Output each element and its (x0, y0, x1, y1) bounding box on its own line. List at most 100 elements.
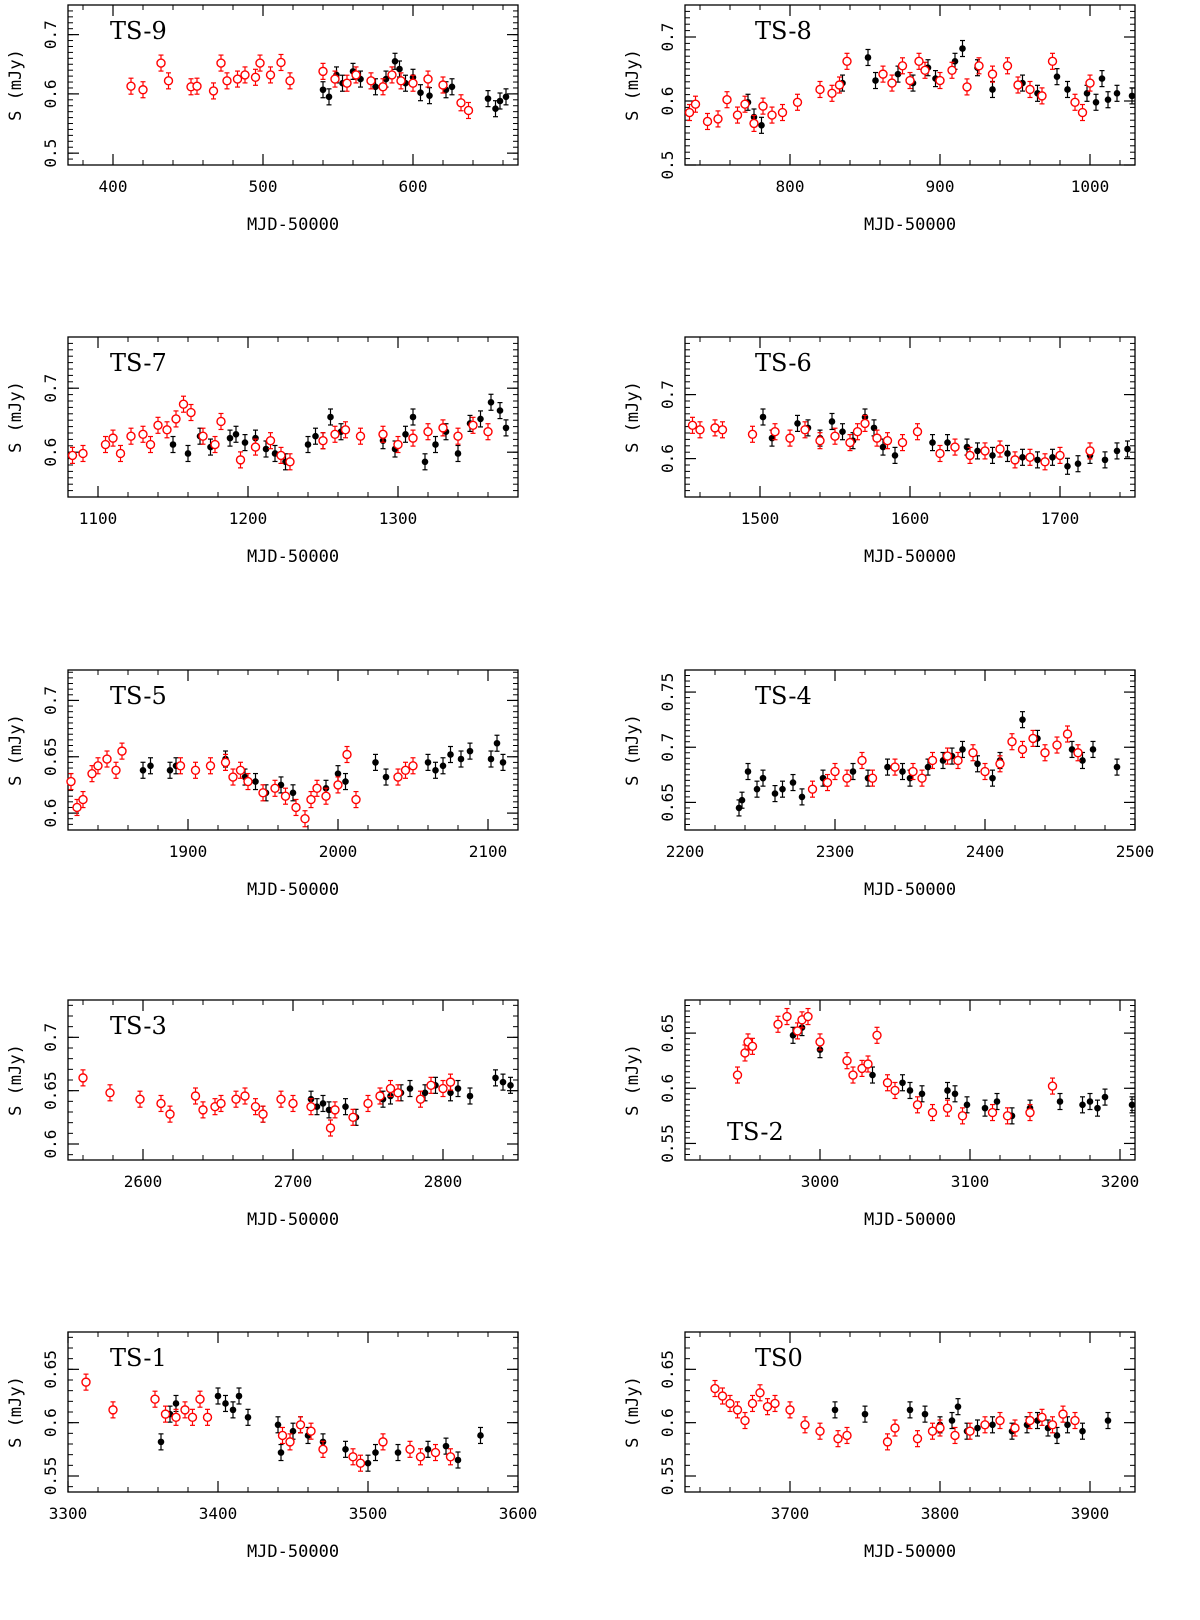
open-circle-marker (423, 427, 433, 437)
red-data-point (857, 751, 867, 770)
red-data-point (822, 773, 833, 792)
filled-circle-marker (1019, 716, 1026, 723)
open-circle-marker (250, 72, 261, 82)
y-axis-label: S (mJy) (623, 381, 643, 453)
filled-circle-marker (1104, 1417, 1112, 1424)
filled-circle-marker (1053, 1432, 1061, 1439)
red-data-point (363, 1094, 373, 1113)
black-data-point (507, 1076, 514, 1094)
filled-circle-marker (447, 751, 454, 758)
open-circle-marker (987, 69, 998, 79)
filled-circle-marker (899, 768, 906, 775)
open-circle-marker (285, 457, 295, 467)
black-data-point (327, 408, 334, 426)
open-circle-marker (1025, 452, 1035, 463)
open-circle-marker (318, 66, 328, 77)
black-data-point (753, 780, 761, 798)
x-tick-label: 2700 (274, 1172, 313, 1191)
black-data-point (372, 753, 379, 771)
red-data-point (830, 762, 840, 781)
red-data-point (1070, 1411, 1080, 1430)
black-data-point (1064, 80, 1071, 99)
panel-label: TS-7 (110, 349, 167, 377)
red-data-point (957, 1107, 968, 1125)
filled-circle-marker (244, 1414, 252, 1421)
y-tick-label: 0.65 (658, 1350, 677, 1389)
black-data-point (872, 71, 879, 90)
red-data-point (400, 761, 411, 779)
red-data-point (882, 1074, 893, 1092)
black-data-point (492, 1069, 499, 1087)
open-circle-marker (773, 1019, 783, 1029)
open-circle-marker (235, 765, 246, 775)
red-data-point (722, 91, 732, 109)
red-data-point (330, 1101, 340, 1119)
black-data-point (241, 434, 249, 452)
open-circle-marker (235, 455, 246, 465)
filled-circle-marker (944, 1087, 951, 1094)
open-circle-marker (171, 1412, 181, 1423)
open-circle-marker (1052, 740, 1062, 750)
open-circle-marker (800, 425, 810, 435)
red-data-point (842, 52, 852, 70)
black-data-point (951, 1085, 959, 1103)
y-tick-label: 0.5 (658, 151, 677, 180)
red-data-point (1052, 736, 1062, 754)
open-circle-marker (890, 1085, 900, 1096)
open-circle-marker (72, 802, 82, 813)
red-data-point (842, 1052, 852, 1070)
black-data-point (319, 1094, 327, 1113)
black-data-point (169, 435, 177, 454)
red-data-point (1025, 1411, 1035, 1430)
red-data-point (968, 744, 978, 762)
filled-circle-marker (951, 58, 959, 65)
red-data-point (1077, 103, 1088, 122)
panel-label: TS-2 (727, 1118, 784, 1146)
black-data-point (502, 88, 510, 106)
red-data-point (845, 434, 855, 452)
red-data-point (178, 395, 189, 413)
open-circle-marker (710, 1383, 720, 1394)
black-data-point (1079, 1422, 1086, 1440)
open-circle-marker (1085, 78, 1095, 88)
filled-circle-marker (499, 759, 507, 766)
open-circle-marker (920, 65, 930, 75)
black-data-point (906, 1401, 914, 1419)
open-circle-marker (935, 1423, 945, 1433)
red-data-point (749, 114, 759, 132)
filled-circle-marker (744, 768, 752, 775)
red-data-point (156, 1094, 166, 1113)
open-circle-marker (974, 61, 984, 71)
open-circle-marker (415, 1452, 426, 1462)
panel-label: TS-3 (110, 1012, 167, 1040)
x-tick-label: 2500 (1116, 842, 1155, 861)
open-circle-marker (1070, 97, 1080, 107)
filled-circle-marker (289, 789, 297, 797)
open-circle-marker (732, 110, 743, 120)
y-tick-label: 0.6 (41, 799, 60, 828)
open-circle-marker (872, 1030, 882, 1041)
x-tick-label: 800 (776, 177, 805, 196)
red-data-point (231, 1090, 241, 1108)
open-circle-marker (767, 110, 777, 120)
open-circle-marker (423, 74, 433, 84)
red-data-point (920, 61, 930, 79)
panel-ts-9: 400 500 600 0.5 0.6 0.7 MJD-50000 S (mJy) TS-9 (6, 4, 519, 235)
black-data-point (974, 1419, 981, 1437)
black-data-point (325, 1101, 333, 1119)
open-circle-marker (265, 435, 276, 446)
red-data-point (852, 423, 863, 441)
red-data-point (483, 423, 493, 441)
open-circle-marker (857, 755, 867, 766)
filled-circle-marker (918, 1090, 926, 1098)
open-circle-marker (156, 1098, 166, 1109)
panel-ts-1: 3300 3400 3500 3600 0.55 0.6 0.65 MJD-50000 S (m… (6, 1331, 537, 1562)
filled-circle-marker (312, 432, 319, 440)
red-data-point (117, 742, 127, 760)
red-data-point (105, 1084, 115, 1102)
black-data-point (989, 1416, 996, 1434)
red-data-point (366, 72, 376, 90)
red-data-point (890, 1419, 900, 1437)
black-data-point (989, 446, 996, 464)
x-axis-label: MJD-50000 (247, 1542, 339, 1562)
